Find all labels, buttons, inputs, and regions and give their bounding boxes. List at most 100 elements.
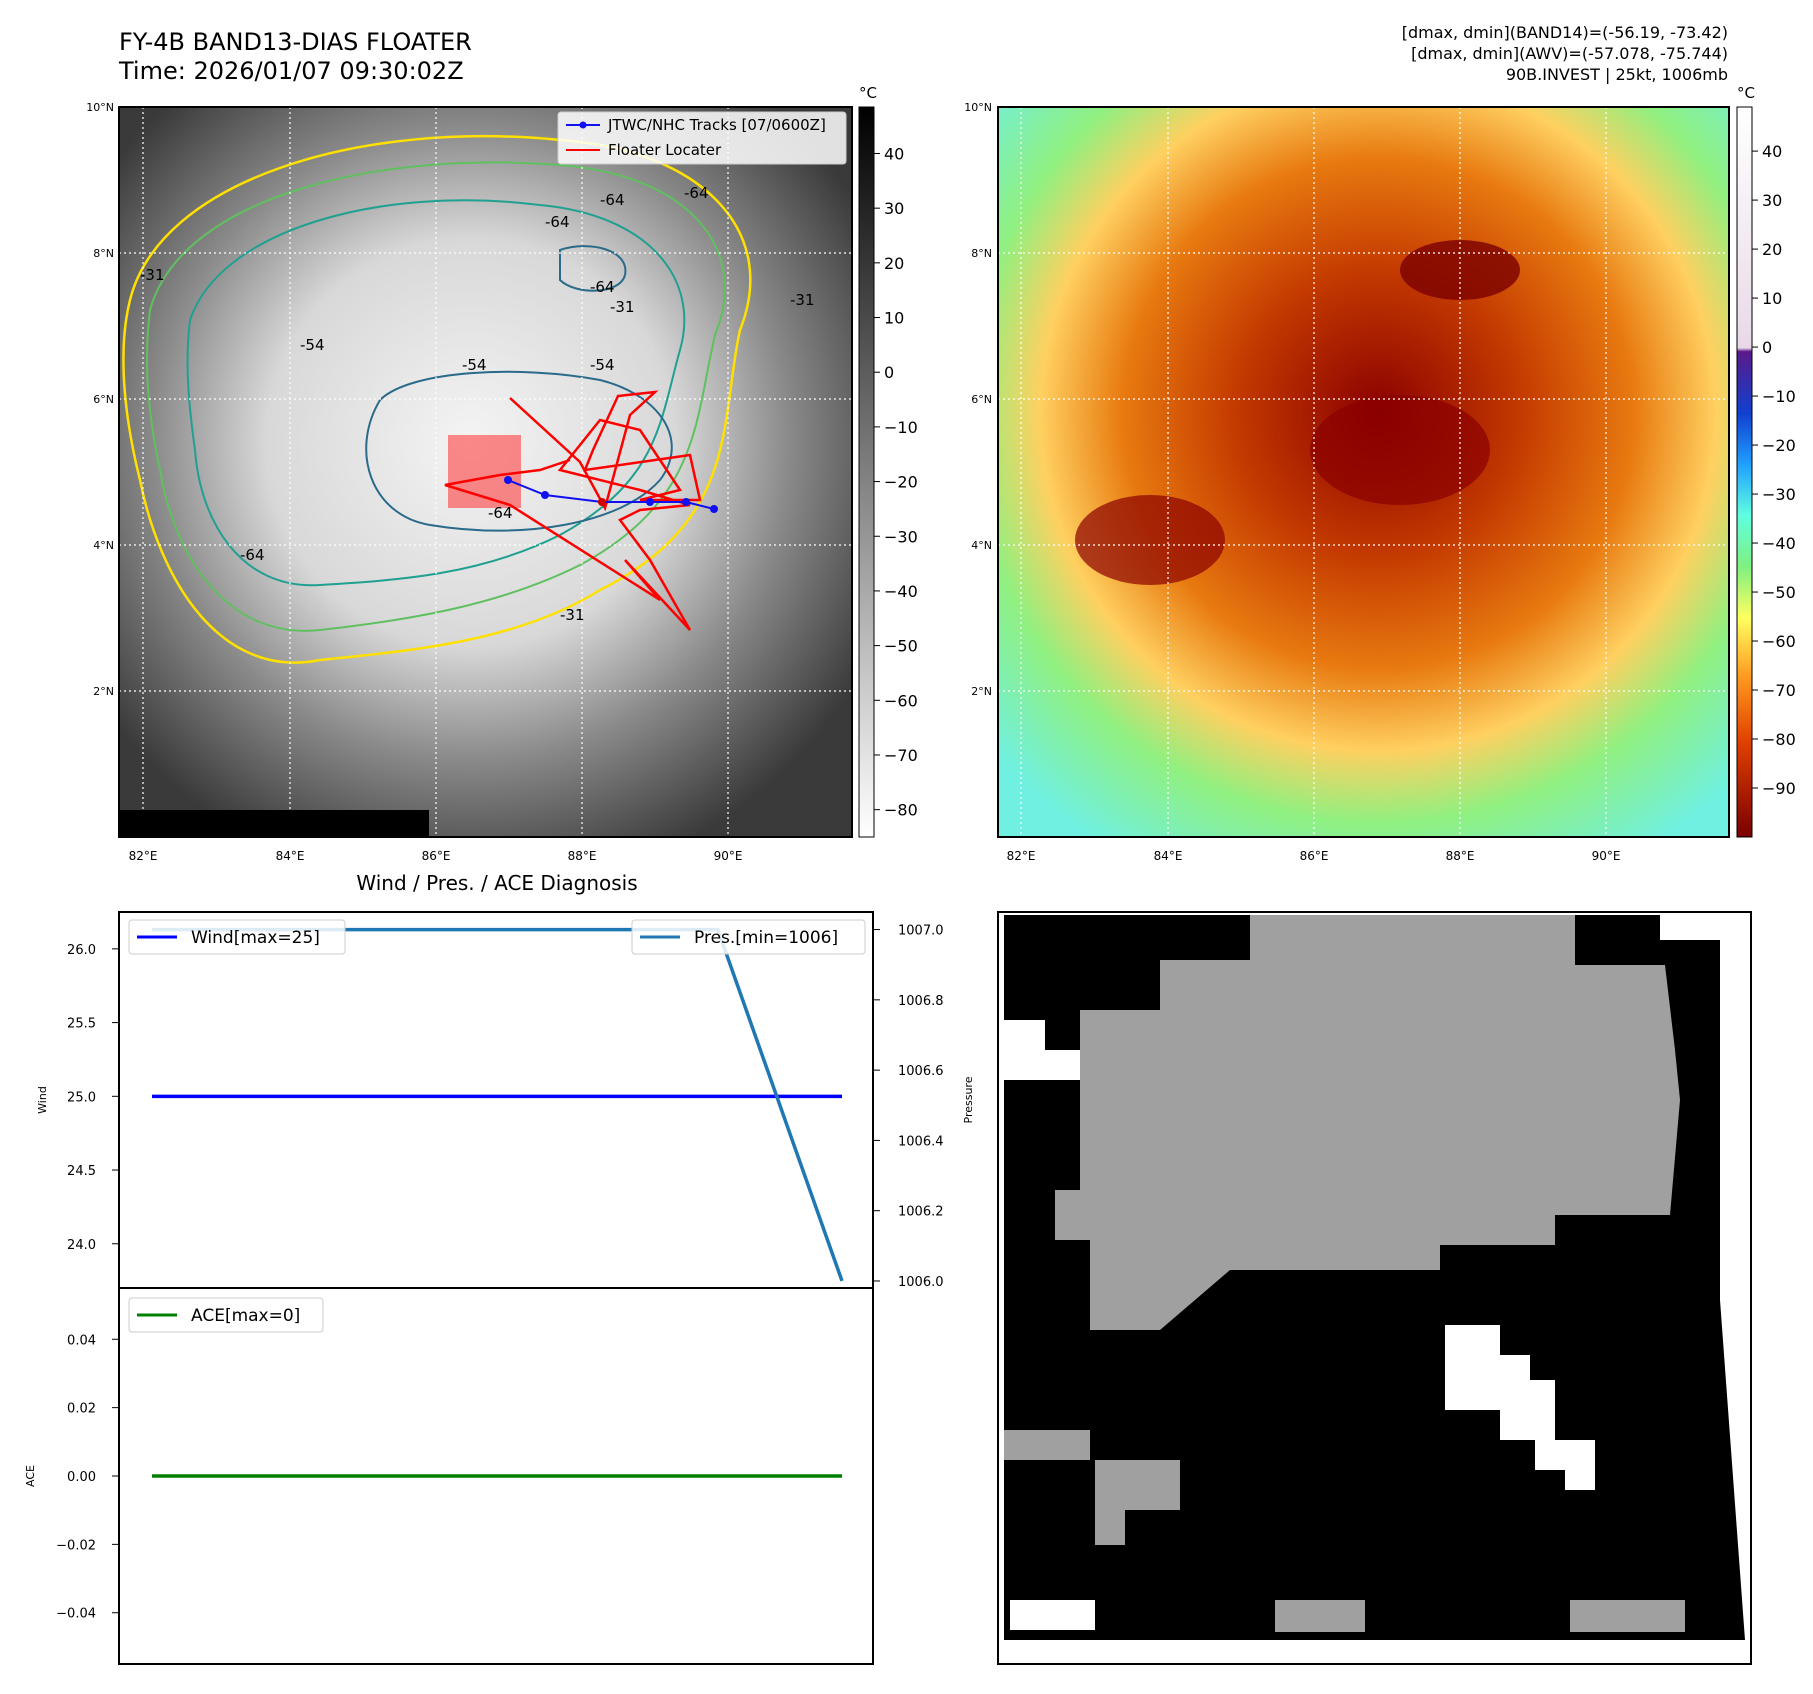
colorbar-tick-label: −70 xyxy=(1762,681,1796,700)
wind-tick-label: 25.5 xyxy=(67,1017,96,1032)
colorbar-tick-label: 10 xyxy=(1762,289,1782,308)
lon-tick: 88°E xyxy=(1446,849,1475,863)
colorbar-tick-label: 10 xyxy=(884,309,904,328)
lat-tick: 8°N xyxy=(93,247,114,260)
lon-tick: 90°E xyxy=(1592,849,1621,863)
colorbar-tick-label: −10 xyxy=(884,418,918,437)
colorbar-tick-label: −10 xyxy=(1762,387,1796,406)
colorbar-tick-label: 30 xyxy=(1762,191,1782,210)
colorbar-tick-label: −60 xyxy=(1762,632,1796,651)
lon-tick: 86°E xyxy=(422,849,451,863)
contour-64-b xyxy=(559,245,627,292)
ir-colorbar-ticks: 40 30 20 10 0 −10 −20 −30 −40 −50 −60 −70 −80 xyxy=(874,144,918,820)
ir-map-panel: -64 -64 -64 -64 -54 -54 -54 -31 -31 -31 … xyxy=(86,101,853,863)
info-storm: 90B.INVEST | 25kt, 1006mb xyxy=(1506,65,1728,84)
info-band14: [dmax, dmin](BAND14)=(-56.19, -73.42) xyxy=(1402,23,1728,42)
lat-tick: 4°N xyxy=(93,539,114,552)
ace-legend-label: ACE[max=0] xyxy=(191,1306,300,1326)
ir-map-frame xyxy=(118,106,853,838)
legend-track-label: JTWC/NHC Tracks [07/0600Z] xyxy=(607,116,826,134)
ir-colorbar-unit: °C xyxy=(859,84,877,102)
lon-tick: 82°E xyxy=(1007,849,1036,863)
colorbar-tick-label: −80 xyxy=(884,801,918,820)
awv-gridlines xyxy=(998,107,1729,837)
wind-legend-label: Wind[max=25] xyxy=(191,928,320,948)
wind-legend xyxy=(128,919,346,955)
awv-core-center xyxy=(1310,395,1490,505)
ace-tick-label: −0.02 xyxy=(56,1538,96,1553)
colorbar-tick-label: −60 xyxy=(884,691,918,710)
contour-label: -64 xyxy=(240,546,265,564)
ace-plot: 0.04 0.02 0.00 −0.02 −0.04 ACE ACE[max=0] xyxy=(24,1287,874,1665)
floater-track xyxy=(444,390,702,631)
lat-tick: 2°N xyxy=(971,685,992,698)
awv-colorbar-ticks: 40 30 20 10 0 −10 −20 −30 −40 −50 −60 −70 −80 −90 xyxy=(1752,142,1796,798)
figure-title: FY-4B BAND13-DIAS FLOATER xyxy=(119,28,472,56)
awv-map-frame xyxy=(997,106,1730,838)
pressure-ticks: 1007.0 1006.8 1006.6 1006.4 1006.2 1006.0 xyxy=(873,924,944,1290)
colorbar-tick-label: 20 xyxy=(1762,240,1782,259)
colorbar-tick-label: −90 xyxy=(1762,779,1796,798)
ir-colorbar: °C 40 30 20 10 0 −10 −20 −30 −40 −50 −60 −70 −80 xyxy=(858,84,918,838)
legend-track-marker xyxy=(579,121,587,129)
ir-lon-ticks: 82°E 84°E 86°E 88°E 90°E xyxy=(129,849,743,863)
lon-tick: 84°E xyxy=(276,849,305,863)
lon-tick: 90°E xyxy=(714,849,743,863)
lon-tick: 82°E xyxy=(129,849,158,863)
lat-tick: 4°N xyxy=(971,539,992,552)
contour-label: -54 xyxy=(590,356,615,374)
pressure-tick-label: 1006.2 xyxy=(898,1205,944,1220)
pressure-legend xyxy=(631,919,866,955)
wind-tick-label: 26.0 xyxy=(67,943,96,958)
contour-64 xyxy=(365,370,673,532)
colorbar-tick-label: −80 xyxy=(1762,730,1796,749)
colorbar-tick-label: −50 xyxy=(1762,583,1796,602)
wind-ylabel: Wind xyxy=(36,1086,49,1114)
pressure-tick-label: 1006.0 xyxy=(898,1275,944,1290)
ace-legend xyxy=(128,1297,324,1333)
figure-time: Time: 2026/01/07 09:30:02Z xyxy=(118,57,464,85)
awv-colorbar-unit: °C xyxy=(1737,84,1755,102)
floater-box xyxy=(448,435,521,508)
colorbar-tick-label: 20 xyxy=(884,254,904,273)
ace-tick-label: 0.00 xyxy=(67,1470,96,1485)
ir-colorbar-scale xyxy=(858,106,875,838)
legend-floater-label: Floater Locater xyxy=(608,141,722,159)
colorbar-tick-label: −20 xyxy=(884,473,918,492)
wind-ticks: 26.0 25.5 25.0 24.5 24.0 xyxy=(67,943,119,1253)
lon-tick: 88°E xyxy=(568,849,597,863)
wmg-gray-region xyxy=(1004,915,1685,1632)
wind-plot-frame xyxy=(118,911,874,1289)
contour-labels: -64 -64 -64 -64 -54 -54 -54 -31 -31 -31 … xyxy=(140,184,815,624)
contour-label: -54 xyxy=(300,336,325,354)
ir-lat-ticks: 10°N 8°N 6°N 4°N 2°N xyxy=(86,101,114,698)
pressure-tick-label: 1007.0 xyxy=(898,924,944,939)
wmg-count-badge xyxy=(1011,926,1191,958)
lat-tick: 6°N xyxy=(93,393,114,406)
diag-title: Wind / Pres. / ACE Diagnosis xyxy=(356,871,637,895)
lat-tick: 10°N xyxy=(964,101,992,114)
copyright-text: Copyright © 2020-2026 Dapiya xyxy=(124,815,421,835)
pressure-tick-label: 1006.8 xyxy=(898,994,944,1009)
awv-lon-ticks: 82°E 84°E 86°E 88°E 90°E xyxy=(1007,849,1621,863)
awv-colorbar-scale xyxy=(1736,106,1753,838)
copyright-badge xyxy=(119,810,429,837)
pressure-legend-label: Pres.[min=1006] xyxy=(694,928,838,948)
contour-label: -31 xyxy=(140,266,165,284)
colorbar-tick-label: −70 xyxy=(884,746,918,765)
wind-tick-label: 24.5 xyxy=(67,1164,96,1179)
awv-lat-ticks: 10°N 8°N 6°N 4°N 2°N xyxy=(964,101,992,698)
colorbar-tick-label: −40 xyxy=(884,582,918,601)
contour-label: -31 xyxy=(560,606,585,624)
awv-colorbar: °C 40 30 20 10 0 −10 −20 −30 −40 −50 −60 −70 −80 −90 xyxy=(1736,84,1796,838)
pressure-tick-label: 1006.6 xyxy=(898,1064,944,1079)
ace-ylabel: ACE xyxy=(24,1465,37,1487)
wind-pressure-plot: 26.025.525.024.524.0 1007.01006.81006.61… xyxy=(36,911,975,1290)
awv-core-west xyxy=(1075,495,1225,585)
contour-label: -64 xyxy=(545,213,570,231)
contour-label: -64 xyxy=(488,504,513,522)
contour-label: -31 xyxy=(610,298,635,316)
colorbar-tick-label: 40 xyxy=(884,144,904,163)
wmg-clear-region xyxy=(1004,1050,1595,1630)
